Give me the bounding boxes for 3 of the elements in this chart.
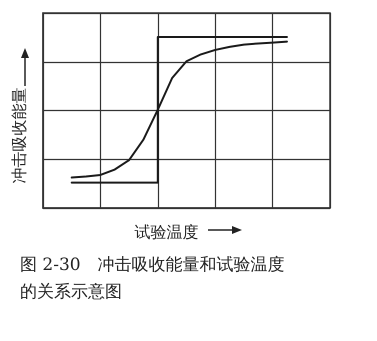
x-axis-title: 试验温度	[134, 222, 198, 242]
y-axis-title: 冲击吸收能量	[10, 88, 28, 184]
text: 图 2-30 冲击吸收能量和试验温度的关系示意图	[20, 254, 286, 304]
